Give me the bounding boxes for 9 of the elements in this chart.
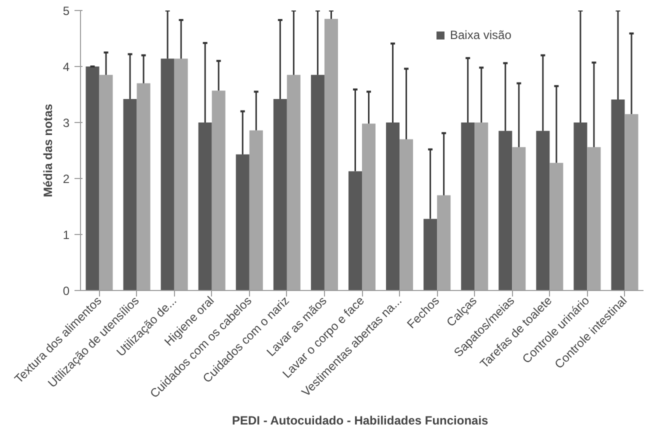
y-axis-title: Média das notas — [40, 103, 55, 198]
x-axis-title: PEDI - Autocuidado - Habilidades Funcionais — [232, 414, 489, 428]
y-tick-label: 4 — [62, 60, 70, 74]
y-tick-label: 3 — [62, 116, 70, 130]
legend-label: Baixa visão — [450, 28, 512, 42]
y-tick-label: 5 — [62, 4, 70, 18]
y-tick-label: 2 — [62, 172, 70, 186]
y-tick-label: 0 — [62, 284, 70, 298]
y-tick-label: 1 — [62, 228, 70, 242]
